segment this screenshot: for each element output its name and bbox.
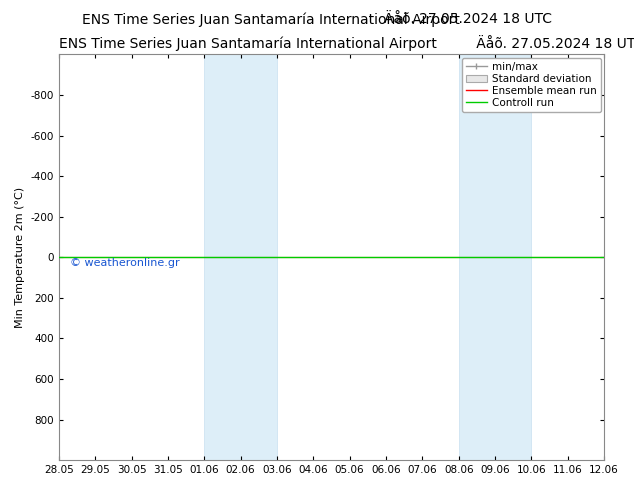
Text: © weatheronline.gr: © weatheronline.gr: [70, 258, 179, 268]
Bar: [204, 54, 277, 460]
Y-axis label: Min Temperature 2m (°C): Min Temperature 2m (°C): [15, 187, 25, 328]
Bar: [459, 54, 531, 460]
Legend: min/max, Standard deviation, Ensemble mean run, Controll run: min/max, Standard deviation, Ensemble me…: [462, 58, 601, 112]
Text: ENS Time Series Juan Santamaría International Airport: ENS Time Series Juan Santamaría Internat…: [82, 12, 460, 27]
Text: ENS Time Series Juan Santamaría International Airport         Äåõ. 27.05.2024 18: ENS Time Series Juan Santamaría Internat…: [59, 35, 634, 50]
Text: Äåõ. 27.05.2024 18 UTC: Äåõ. 27.05.2024 18 UTC: [384, 12, 552, 26]
